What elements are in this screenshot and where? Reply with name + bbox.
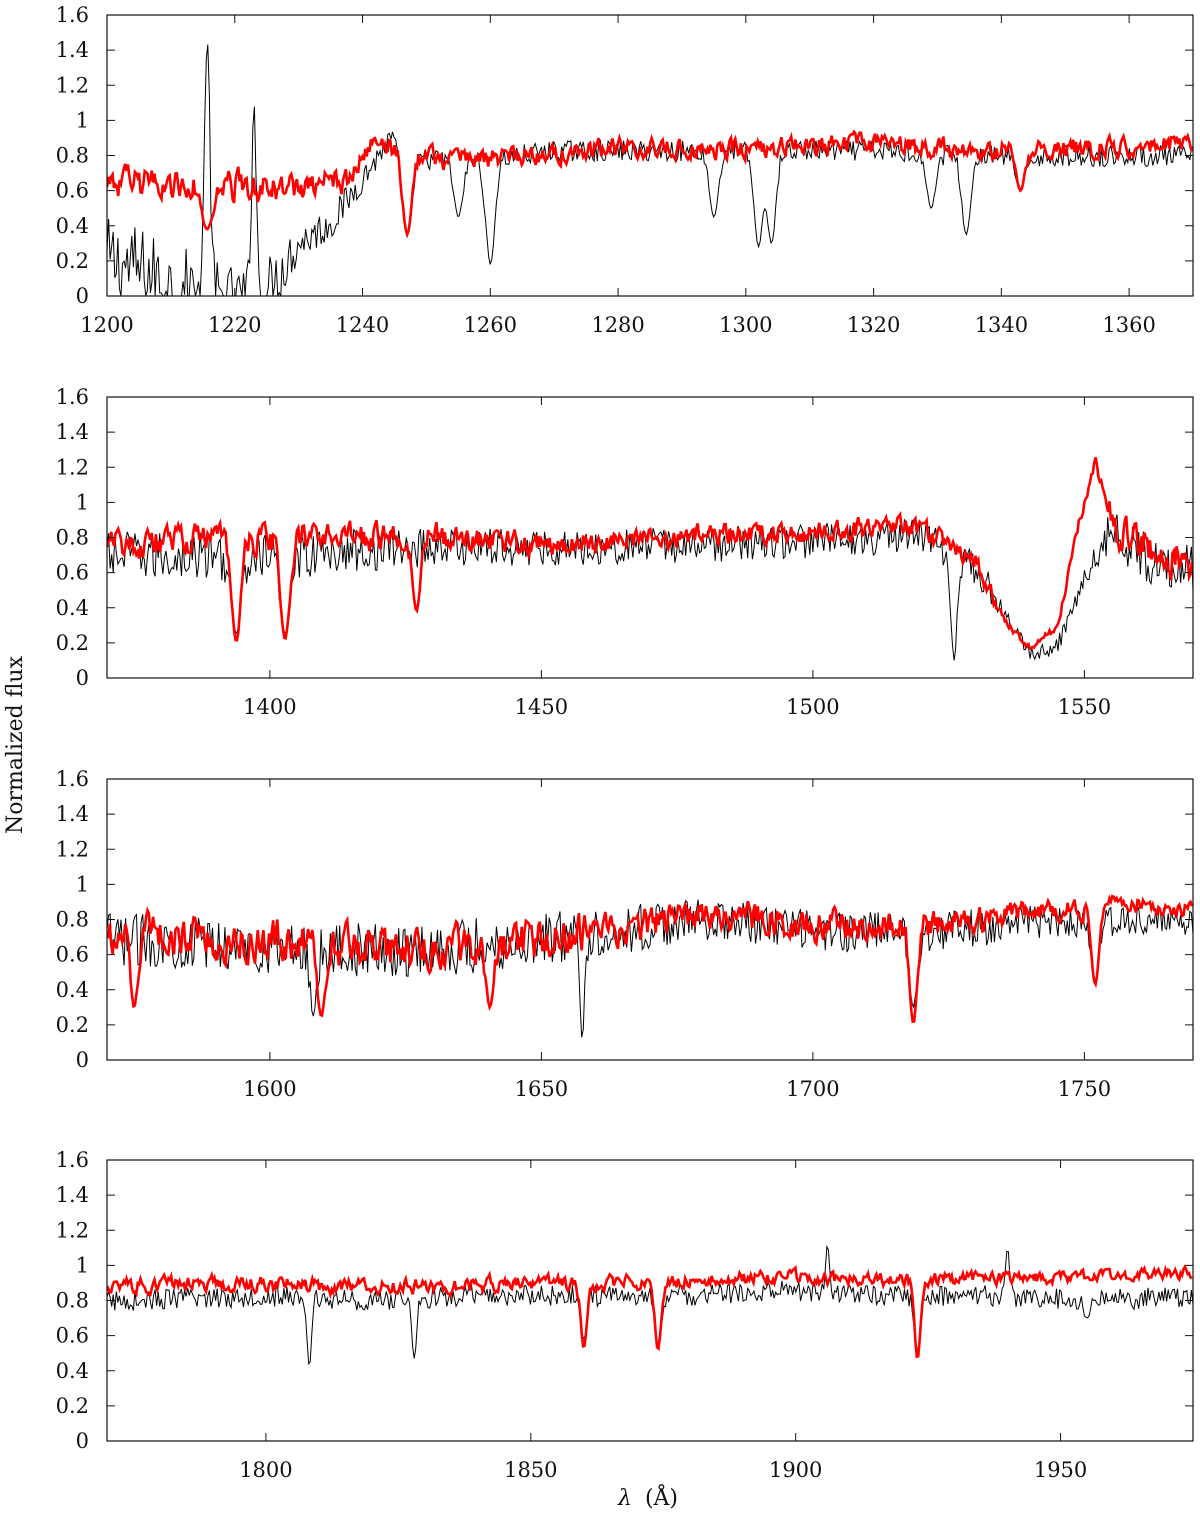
x-tick-label: 1360 xyxy=(1102,313,1155,337)
y-tick-label: 1 xyxy=(76,108,89,132)
model-spectrum-line xyxy=(107,129,1193,239)
x-tick-label: 1950 xyxy=(1034,1458,1087,1482)
panel-4: 0 0.2 0.4 0.6 0.8 1 1.2 1.4 1.6 1800 1850 1900 1950 xyxy=(56,1148,1194,1482)
x-tick-label: 1750 xyxy=(1058,1077,1111,1101)
observed-spectrum-line xyxy=(107,44,1193,296)
y-tick-label: 0.6 xyxy=(56,179,89,203)
model-spectrum-line xyxy=(107,1264,1193,1359)
y-tick-label: 1.4 xyxy=(56,1183,89,1207)
y-tick-label: 1.6 xyxy=(56,1148,89,1172)
x-tick-label: 1650 xyxy=(515,1077,568,1101)
y-tick-label: 0.4 xyxy=(56,214,89,238)
y-tick-label: 0.4 xyxy=(56,1359,89,1383)
y-tick-label: 1.4 xyxy=(56,420,89,444)
y-tick-label: 0 xyxy=(76,666,89,690)
y-tick-label: 0.8 xyxy=(56,526,89,550)
y-tick-label: 1.4 xyxy=(56,38,89,62)
x-tick-label: 1900 xyxy=(769,1458,822,1482)
x-tick-label: 1240 xyxy=(336,313,389,337)
y-tick-label: 0 xyxy=(76,1048,89,1072)
y-tick-label: 0.8 xyxy=(56,908,89,932)
x-tick-label: 1700 xyxy=(786,1077,839,1101)
x-tick-label: 1800 xyxy=(239,1458,292,1482)
y-tick-label: 0.2 xyxy=(56,1013,89,1037)
x-tick-label: 1850 xyxy=(504,1458,557,1482)
y-tick-label: 1.2 xyxy=(56,73,89,97)
y-tick-label: 1.2 xyxy=(56,837,89,861)
x-tick-label: 1320 xyxy=(847,313,900,337)
observed-spectrum-line xyxy=(107,1244,1193,1366)
y-axis-title: Normalized flux xyxy=(3,655,28,834)
x-tick-label: 1300 xyxy=(719,313,772,337)
y-tick-label: 0.4 xyxy=(56,978,89,1002)
y-tick-label: 1.6 xyxy=(56,385,89,409)
y-tick-label: 0.6 xyxy=(56,1324,89,1348)
y-tick-label: 1.2 xyxy=(56,1218,89,1242)
y-tick-label: 0.4 xyxy=(56,596,89,620)
x-tick-label: 1400 xyxy=(243,695,296,719)
panel-2: 0 0.2 0.4 0.6 0.8 1 1.2 1.4 1.6 1400 1450 1500 1550 xyxy=(56,385,1194,719)
x-axis-unit: (Å) xyxy=(645,1483,678,1511)
y-tick-label: 0.2 xyxy=(56,631,89,655)
x-axis-symbol: λ xyxy=(617,1486,632,1511)
x-tick-label: 1280 xyxy=(591,313,644,337)
y-tick-label: 1.2 xyxy=(56,455,89,479)
x-tick-label: 1450 xyxy=(515,695,568,719)
y-tick-label: 1 xyxy=(76,490,89,514)
panels-group: 0 0.2 0.4 0.6 0.8 1 1.2 1.4 1.6 1200 1220 1240 1260 1… xyxy=(56,3,1194,1482)
y-tick-label: 0.8 xyxy=(56,1289,89,1313)
x-tick-label: 1340 xyxy=(975,313,1028,337)
y-tick-label: 1 xyxy=(76,1253,89,1277)
y-tick-label: 0 xyxy=(76,284,89,308)
x-tick-label: 1200 xyxy=(80,313,133,337)
y-tick-label: 0 xyxy=(76,1429,89,1453)
y-tick-label: 0.6 xyxy=(56,943,89,967)
plot-frame xyxy=(106,778,1194,1061)
observed-spectrum-line xyxy=(107,899,1193,1038)
y-tick-label: 1.6 xyxy=(56,3,89,27)
panel-3: 0 0.2 0.4 0.6 0.8 1 1.2 1.4 1.6 1600 1650 1700 1750 xyxy=(56,767,1194,1101)
y-tick-label: 0.2 xyxy=(56,1394,89,1418)
x-tick-label: 1220 xyxy=(208,313,261,337)
x-tick-label: 1600 xyxy=(243,1077,296,1101)
y-tick-label: 0.6 xyxy=(56,561,89,585)
x-tick-label: 1500 xyxy=(786,695,839,719)
y-tick-label: 1 xyxy=(76,872,89,896)
model-spectrum-line xyxy=(107,456,1193,651)
x-tick-label: 1260 xyxy=(464,313,517,337)
y-tick-label: 1.6 xyxy=(56,767,89,791)
y-tick-label: 1.4 xyxy=(56,802,89,826)
y-tick-label: 0.2 xyxy=(56,249,89,273)
x-tick-label: 1550 xyxy=(1058,695,1111,719)
x-axis-title: λ (Å) xyxy=(617,1483,678,1511)
y-tick-label: 0.8 xyxy=(56,144,89,168)
panel-1: 0 0.2 0.4 0.6 0.8 1 1.2 1.4 1.6 1200 1220 1240 1260 1… xyxy=(56,3,1194,337)
model-spectrum-line xyxy=(107,894,1193,1024)
